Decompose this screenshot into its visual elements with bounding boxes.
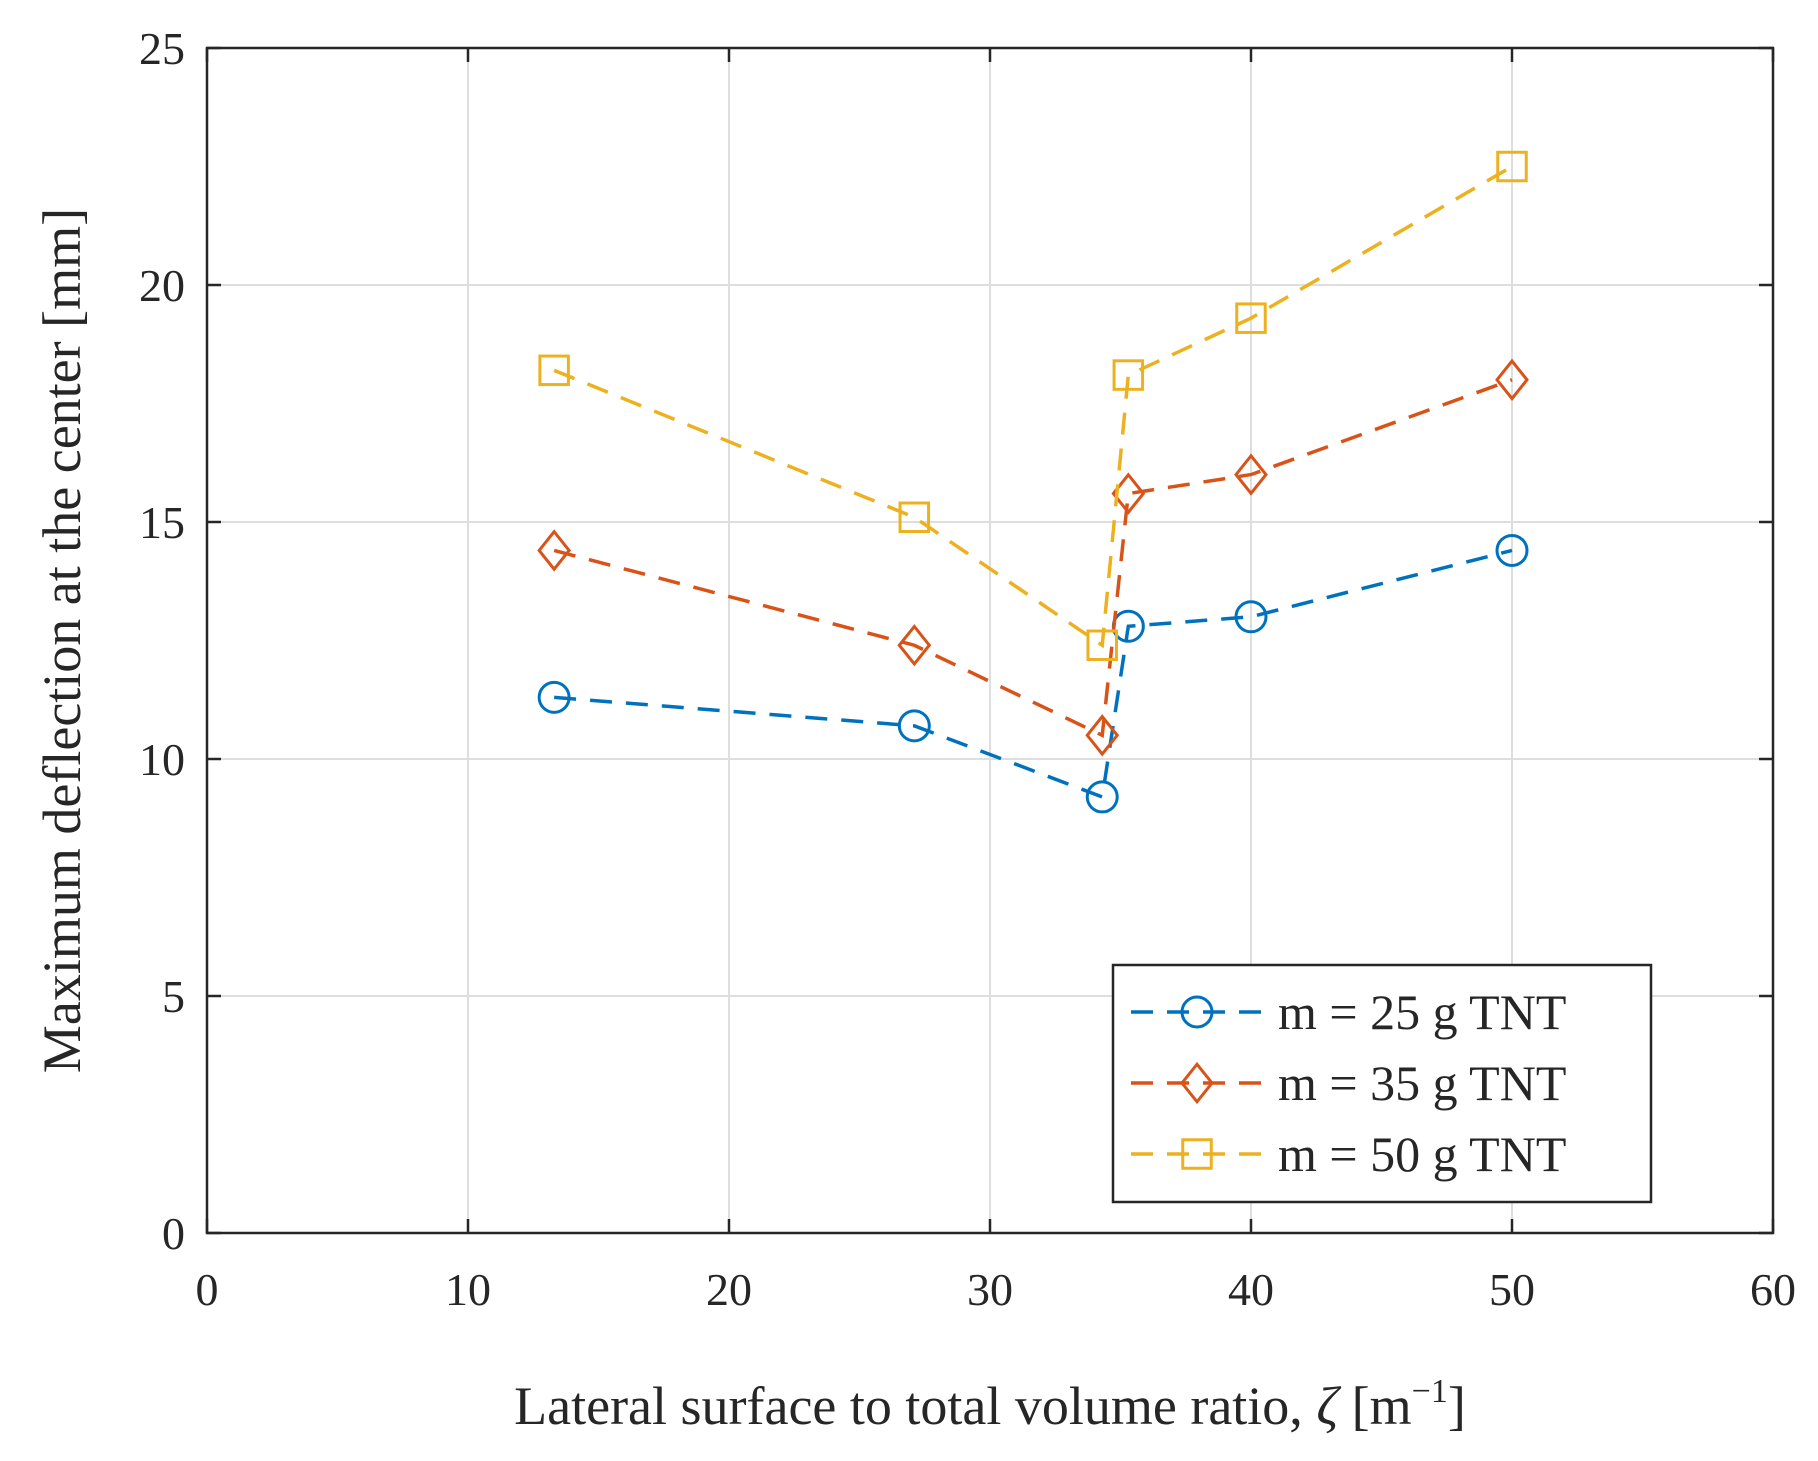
legend-marker xyxy=(1181,1138,1213,1170)
legend-item: m = 50 g TNT xyxy=(1131,1126,1566,1182)
data-point-marker xyxy=(538,354,570,387)
x-axis-label-symbol: ζ xyxy=(1316,1376,1341,1436)
data-point-marker xyxy=(1085,780,1119,814)
data-point-marker xyxy=(537,680,571,714)
legend-label: m = 50 g TNT xyxy=(1278,1126,1566,1182)
data-point-marker xyxy=(1234,600,1268,634)
series-line xyxy=(553,548,1513,800)
legend-marker xyxy=(1180,995,1214,1029)
data-point-marker xyxy=(1086,629,1118,661)
axis-ticks: 0 10 20 30 40 50 60 0 5 10 15 20 25 xyxy=(139,23,1796,1315)
series-group xyxy=(537,150,1529,814)
x-tick-label: 0 xyxy=(196,1264,219,1315)
data-point-marker xyxy=(1495,358,1529,401)
x-axis-label: Lateral surface to total volume ratio, ζ… xyxy=(514,1373,1466,1436)
legend-box xyxy=(1111,963,1653,1204)
data-point-marker xyxy=(898,501,931,534)
series-line xyxy=(553,378,1513,738)
x-axis-label-exponent: −1 xyxy=(1412,1373,1448,1410)
data-point-marker xyxy=(1085,714,1120,757)
y-tick-label: 20 xyxy=(139,260,185,311)
data-point-marker xyxy=(537,529,572,572)
y-tick-label: 0 xyxy=(162,1208,185,1259)
x-tick-label: 30 xyxy=(967,1264,1013,1315)
x-tick-label: 10 xyxy=(445,1264,491,1315)
y-tick-label: 5 xyxy=(162,971,185,1022)
legend-item: m = 35 g TNT xyxy=(1131,1055,1566,1111)
data-point-marker xyxy=(1234,453,1268,496)
data-point-marker xyxy=(1112,359,1145,391)
y-tick-label: 10 xyxy=(139,734,185,785)
x-tick-label: 60 xyxy=(1750,1264,1796,1315)
legend-item: m = 25 g TNT xyxy=(1131,984,1566,1040)
series-1 xyxy=(537,533,1529,814)
y-tick-label: 25 xyxy=(139,23,185,74)
y-axis-label: Maximum deflection at the center [mm] xyxy=(32,208,92,1073)
data-point-marker xyxy=(1235,302,1267,334)
series-3 xyxy=(538,150,1528,661)
x-axis-label-unit-open: [m xyxy=(1338,1376,1412,1436)
x-axis-label-text: Lateral surface to total volume ratio, xyxy=(514,1376,1316,1436)
y-tick-label: 15 xyxy=(139,497,185,548)
legend: m = 25 g TNT m = 35 g TNT m = 50 g TNT xyxy=(1111,963,1653,1204)
series-line xyxy=(553,164,1513,649)
legend-marker xyxy=(1180,1061,1214,1105)
data-point-marker xyxy=(897,624,932,667)
data-point-marker xyxy=(1495,533,1529,567)
legend-label: m = 25 g TNT xyxy=(1278,984,1566,1040)
x-tick-label: 50 xyxy=(1489,1264,1535,1315)
x-tick-label: 40 xyxy=(1228,1264,1274,1315)
x-tick-label: 20 xyxy=(706,1264,752,1315)
series-2 xyxy=(537,358,1529,757)
data-point-marker xyxy=(897,709,931,743)
x-axis-label-unit-close: ] xyxy=(1448,1376,1466,1436)
legend-label: m = 35 g TNT xyxy=(1278,1055,1566,1111)
data-point-marker xyxy=(1496,150,1528,183)
